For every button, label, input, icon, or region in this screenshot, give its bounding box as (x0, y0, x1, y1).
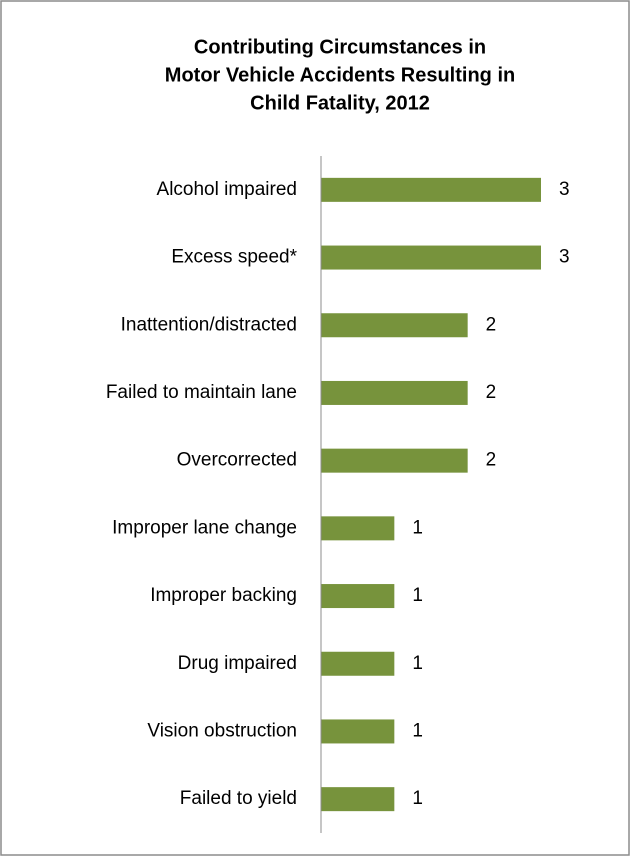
value-label: 2 (486, 382, 497, 403)
category-label: Inattention/distracted (121, 314, 297, 335)
bar (321, 380, 468, 405)
value-label: 3 (559, 247, 570, 268)
bar (321, 787, 395, 812)
category-label: Drug impaired (178, 653, 297, 674)
category-label: Failed to yield (180, 788, 297, 809)
bar (321, 313, 468, 338)
bar (321, 651, 395, 676)
value-label: 2 (486, 450, 497, 471)
bar (321, 516, 395, 541)
value-label: 1 (412, 720, 423, 741)
value-label: 2 (486, 314, 497, 335)
chart-title: Child Fatality, 2012 (250, 92, 430, 114)
chart-title: Contributing Circumstances in (194, 36, 486, 58)
category-label: Alcohol impaired (157, 179, 297, 200)
category-label: Improper backing (150, 585, 297, 606)
bar (321, 584, 395, 609)
value-label: 1 (412, 585, 423, 606)
value-label: 1 (412, 517, 423, 538)
value-label: 1 (412, 653, 423, 674)
value-label: 3 (559, 179, 570, 200)
category-label: Vision obstruction (147, 720, 297, 741)
category-label: Excess speed* (171, 247, 297, 268)
bar (321, 177, 541, 202)
value-label: 1 (412, 788, 423, 809)
category-label: Failed to maintain lane (106, 382, 297, 403)
category-label: Overcorrected (177, 450, 297, 471)
bar (321, 719, 395, 744)
bar (321, 245, 541, 270)
bar (321, 448, 468, 473)
category-label: Improper lane change (112, 517, 297, 538)
chart-title: Motor Vehicle Accidents Resulting in (165, 64, 515, 86)
